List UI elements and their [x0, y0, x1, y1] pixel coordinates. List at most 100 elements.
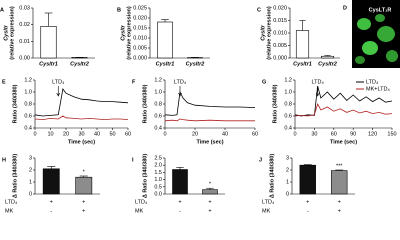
y-tick-label: 2.5 [154, 155, 162, 161]
bar [320, 55, 335, 59]
cell [362, 41, 378, 55]
y-axis-label: Δ Ratio (340/380) [12, 154, 18, 198]
y-tick-label: 1.0 [24, 89, 32, 95]
y-tick-label: 2 [286, 167, 289, 173]
y-axis-sublabel: (relative expression) [9, 6, 15, 60]
panel-label: B [117, 7, 121, 13]
y-tick-label: 0.015 [273, 18, 287, 24]
y-tick-label: 0.010 [273, 30, 287, 36]
y-tick-label: 0.8 [284, 101, 292, 107]
y-tick-label: 1 [286, 179, 289, 185]
row-name: MK [135, 208, 144, 214]
y-tick-label: 0.010 [133, 35, 147, 41]
annotation-arrow [56, 86, 61, 97]
y-axis-label: Δ Ratio (340/380) [142, 154, 148, 198]
row-value: + [208, 208, 211, 214]
x-tick-label: 60 [331, 131, 337, 137]
x-tick-label: 40 [94, 131, 100, 137]
panel-label: I [132, 157, 134, 163]
row-value: + [50, 199, 53, 205]
significance: * [209, 182, 212, 188]
x-tick-label: Cysltr2 [70, 61, 89, 67]
bar [157, 21, 173, 59]
y-axis-label: Δ Ratio (340/380) [269, 154, 275, 198]
x-tick-label: Cysltr2 [318, 61, 337, 67]
y-axis-label: Ratio (340/380) [142, 84, 148, 123]
row-value: - [50, 208, 52, 214]
x-tick-label: 150 [387, 131, 396, 137]
legend-label: LTD₄ [366, 79, 379, 85]
x-tick-label: 0 [33, 131, 36, 137]
y-tick-label: 0.8 [24, 101, 32, 107]
annotation: LTD₄ [174, 79, 187, 85]
y-tick-label: 1.2 [154, 77, 162, 83]
y-tick-label: 1 [29, 179, 32, 185]
y-tick-label: 0.01 [19, 39, 30, 45]
panel-label: C [257, 7, 261, 13]
y-axis-label: Ratio (340/380) [12, 84, 18, 123]
y-tick-label: 0.4 [284, 125, 292, 131]
x-tick-label: 0 [163, 131, 166, 137]
y-tick-label: 0.02 [19, 22, 30, 28]
x-tick-label: Cysltr2 [186, 61, 205, 67]
trace [34, 115, 129, 121]
cell [377, 26, 395, 42]
trace [294, 102, 393, 117]
y-tick-label: 1.2 [284, 77, 292, 83]
y-tick-label: 1.0 [284, 89, 292, 95]
row-name: MK [262, 208, 271, 214]
y-tick-label: 0.6 [24, 113, 32, 119]
bar [172, 169, 188, 195]
y-axis-label: Cysltr [3, 24, 9, 40]
significance: *** [336, 163, 343, 169]
y-tick-label: 0.015 [133, 25, 147, 31]
bar [202, 189, 218, 195]
y-axis-sublabel: (relative expression) [126, 6, 132, 60]
y-tick-label: 0.4 [24, 125, 32, 131]
legend-label: MK+LTD₄ [366, 86, 390, 92]
x-tick-label: 60 [125, 131, 131, 137]
y-tick-label: 3 [286, 155, 289, 161]
bar [299, 164, 316, 195]
y-axis-label: Cysltr [260, 24, 266, 40]
image-label: CysLT₁R [369, 7, 392, 13]
x-tick-label: Cysltr1 [39, 61, 58, 67]
row-value: + [338, 199, 341, 205]
row-value: + [178, 199, 181, 205]
row-value: + [306, 199, 309, 205]
y-tick-label: 0 [29, 191, 32, 197]
y-tick-label: 1.5 [154, 170, 162, 176]
x-tick-label: 120 [368, 131, 377, 137]
x-tick-label: 0 [293, 131, 296, 137]
y-tick-label: 0.5 [154, 184, 162, 190]
cell [386, 50, 398, 62]
y-tick-label: 0.020 [133, 15, 147, 21]
y-tick-label: 0.020 [273, 5, 287, 11]
panel-label: E [2, 79, 6, 85]
row-value: + [208, 199, 211, 205]
annotation-arrow [315, 86, 320, 97]
bar [42, 168, 60, 195]
y-axis-sublabel: (relative expression) [266, 6, 272, 60]
x-tick-label: 90 [350, 131, 356, 137]
row-value: + [82, 208, 85, 214]
panel-label: F [132, 79, 136, 85]
y-tick-label: 0.000 [273, 55, 287, 61]
panel-label: A [0, 7, 4, 13]
annotation-arrow [178, 86, 182, 97]
trace [34, 88, 129, 117]
trace [164, 118, 255, 122]
y-axis-label: Ratio (340/380) [272, 84, 278, 123]
x-axis-label: Time (sec) [330, 139, 357, 145]
y-tick-label: 0.000 [133, 55, 147, 61]
x-tick-label: 60 [252, 131, 258, 137]
y-tick-label: 0.005 [133, 45, 147, 51]
y-tick-label: 2.0 [154, 163, 162, 169]
x-tick-label: Cysltr1 [293, 61, 312, 67]
y-tick-label: 0.005 [273, 43, 287, 49]
x-tick-label: 30 [78, 131, 84, 137]
y-tick-label: 0.025 [133, 5, 147, 11]
x-tick-label: 30 [311, 131, 317, 137]
y-tick-label: 1.0 [154, 177, 162, 183]
